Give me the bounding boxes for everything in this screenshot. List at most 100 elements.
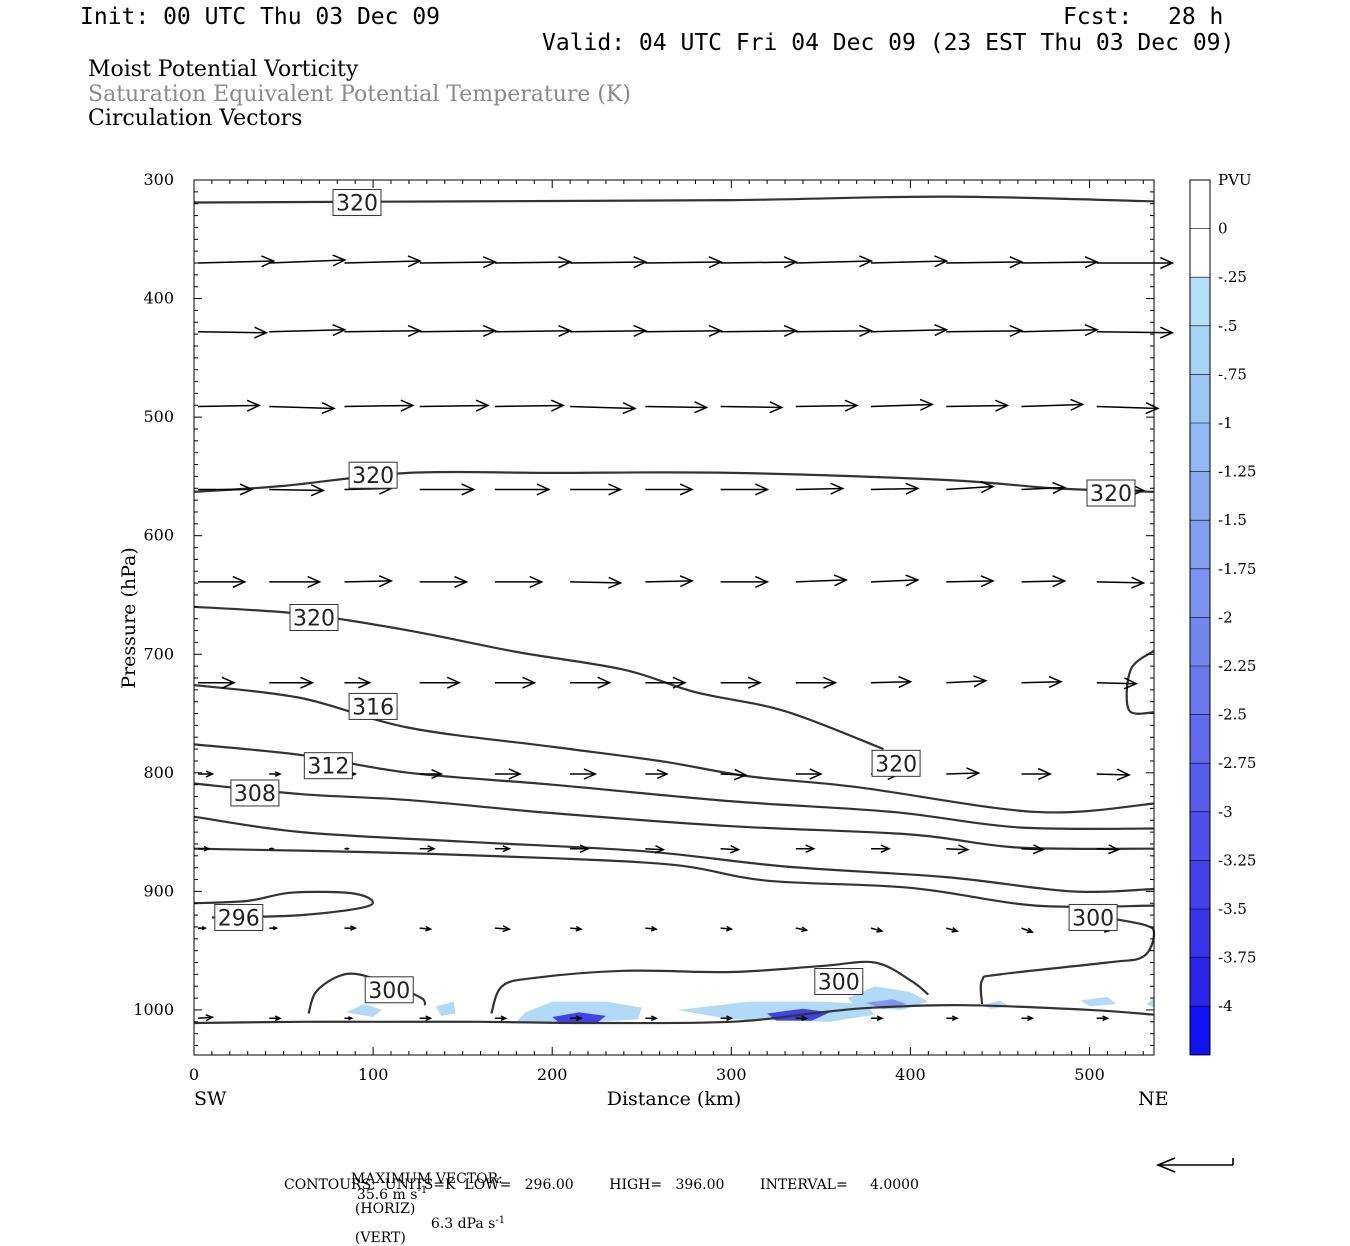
- vector-head-6-12: [1116, 768, 1131, 781]
- vector-shaft-3-8: [795, 487, 843, 491]
- colorbar-swatch-5: [1190, 423, 1210, 473]
- vector-shaft-0-9: [870, 260, 947, 264]
- vector-shaft-0-5: [570, 261, 646, 264]
- vector-head-0-7: [783, 256, 798, 269]
- vector-shaft-4-10: [946, 580, 994, 583]
- vector-shaft-1-10: [946, 330, 1022, 333]
- vector-head-4-1: [307, 575, 322, 589]
- vector-shaft-8-9: [870, 927, 883, 932]
- vector-head-9-1: [274, 1015, 282, 1022]
- vector-head-4-8: [833, 574, 849, 587]
- vector-head-9-7: [726, 1015, 734, 1022]
- vector-shaft-6-7: [720, 773, 746, 776]
- vector-head-8-3: [425, 925, 433, 932]
- vector-shaft-1-12: [1096, 331, 1173, 334]
- vector-head-8-9: [876, 927, 884, 933]
- vector-head-3-11: [1052, 481, 1067, 495]
- vector-shaft-6-12: [1096, 773, 1130, 776]
- vector-head-8-6: [650, 925, 658, 932]
- vector-shaft-1-6: [645, 330, 721, 333]
- vector-shaft-4-11: [1021, 580, 1065, 583]
- vector-shaft-7-10: [946, 847, 968, 851]
- vector-shaft-2-7: [720, 405, 782, 409]
- colorbar-label-11: -2.75: [1218, 754, 1256, 772]
- colorbar-label-13: -3.25: [1218, 851, 1256, 869]
- colorbar-swatch-3: [1190, 325, 1210, 375]
- colorbar-swatch-7: [1190, 520, 1210, 570]
- vector-head-7-5: [579, 844, 590, 854]
- vector-head-4-9: [905, 574, 920, 587]
- vector-shaft-1-0: [197, 331, 267, 334]
- colorbar-swatch-6: [1190, 471, 1210, 521]
- init-time: Init: 00 UTC Thu 03 Dec 09: [80, 4, 441, 30]
- vector-shaft-2-1: [269, 405, 335, 410]
- vector-head-5-3: [446, 676, 462, 689]
- vector-shaft-1-5: [570, 330, 646, 333]
- vector-head-5-5: [597, 676, 612, 689]
- cross-section-chart: 320 320 320 320 316 312 308 320 296 300 300 300 300…: [118, 170, 1256, 1173]
- vector-head-7-0: [203, 845, 211, 852]
- contour-label-box-6: [230, 779, 280, 807]
- vector-head-0-3: [482, 256, 498, 269]
- vector-head-4-10: [980, 575, 995, 588]
- vector-head-1-9: [934, 323, 949, 337]
- contour-label-box-9: [1068, 903, 1118, 931]
- colorbar-swatch-13: [1190, 811, 1210, 861]
- vector-head-9-5: [575, 1015, 583, 1022]
- contour-label-0: 320: [336, 192, 378, 217]
- vector-head-1-10: [1009, 324, 1024, 337]
- contour-label-10: 300: [368, 979, 410, 1004]
- vector-head-8-11: [1026, 927, 1034, 934]
- vector-shaft-0-10: [946, 261, 1022, 264]
- contour-label-box-10: [364, 976, 414, 1004]
- colorbar-label-4: -1: [1218, 414, 1233, 432]
- colorbar-swatch-11: [1190, 714, 1210, 764]
- vector-head-7-2: [346, 847, 350, 851]
- contour-label-box-3: [289, 604, 339, 631]
- field-title-vectors: Circulation Vectors: [88, 106, 303, 131]
- vector-shaft-3-9: [870, 487, 918, 491]
- vector-head-6-10: [966, 767, 981, 780]
- contour-label-8: 296: [218, 906, 260, 931]
- contour-label-box-0: [332, 189, 382, 217]
- colorbar-label-0: 0: [1218, 220, 1228, 238]
- vector-head-2-10: [995, 399, 1010, 412]
- theta-contour-1: [193, 470, 1155, 493]
- vector-shaft-7-6: [645, 847, 664, 851]
- vector-head-5-10: [973, 675, 988, 688]
- plot-frame: [193, 179, 1155, 1056]
- vector-shaft-1-4: [494, 330, 571, 333]
- vector-head-5-2: [357, 676, 372, 689]
- vector-head-5-6: [672, 676, 687, 689]
- vector-shaft-1-1: [269, 329, 345, 333]
- vector-shaft-0-7: [720, 261, 797, 264]
- vector-head-5-0: [221, 676, 236, 689]
- vector-head-5-7: [747, 676, 762, 689]
- max-vector-horiz-tag: (HORIZ): [354, 1200, 416, 1217]
- field-title-theta-es: Saturation Equivalent Potential Temperat…: [88, 82, 631, 107]
- vector-head-1-1: [332, 323, 347, 337]
- y-tick-label-0: 300: [143, 170, 174, 189]
- vector-head-3-7: [755, 483, 770, 496]
- theta-contour-7: [193, 847, 1155, 909]
- contour-label-box-1: [348, 461, 398, 489]
- vector-head-4-6: [679, 575, 694, 588]
- vector-head-0-12: [1159, 256, 1175, 270]
- vector-shaft-7-7: [720, 847, 739, 851]
- vector-head-3-0: [239, 483, 254, 496]
- colorbar-swatch-9: [1190, 617, 1210, 667]
- pv-shade-0: [346, 1004, 383, 1018]
- vector-head-6-8: [809, 768, 823, 780]
- vector-shaft-7-11: [1021, 847, 1044, 851]
- vector-head-3-3: [461, 483, 476, 496]
- vector-head-6-3: [431, 768, 444, 780]
- vector-head-3-6: [679, 483, 694, 496]
- vector-shaft-2-4: [494, 404, 564, 408]
- vector-head-1-6: [708, 324, 723, 337]
- x-tick-label-3: 300: [716, 1065, 747, 1084]
- max-vector-vert-tag: (VERT): [354, 1230, 406, 1246]
- vector-shaft-0-11: [1021, 261, 1098, 264]
- x-tick-label-1: 100: [358, 1065, 389, 1084]
- vector-head-1-4: [558, 324, 573, 337]
- circulation-vectors: [197, 254, 1175, 1022]
